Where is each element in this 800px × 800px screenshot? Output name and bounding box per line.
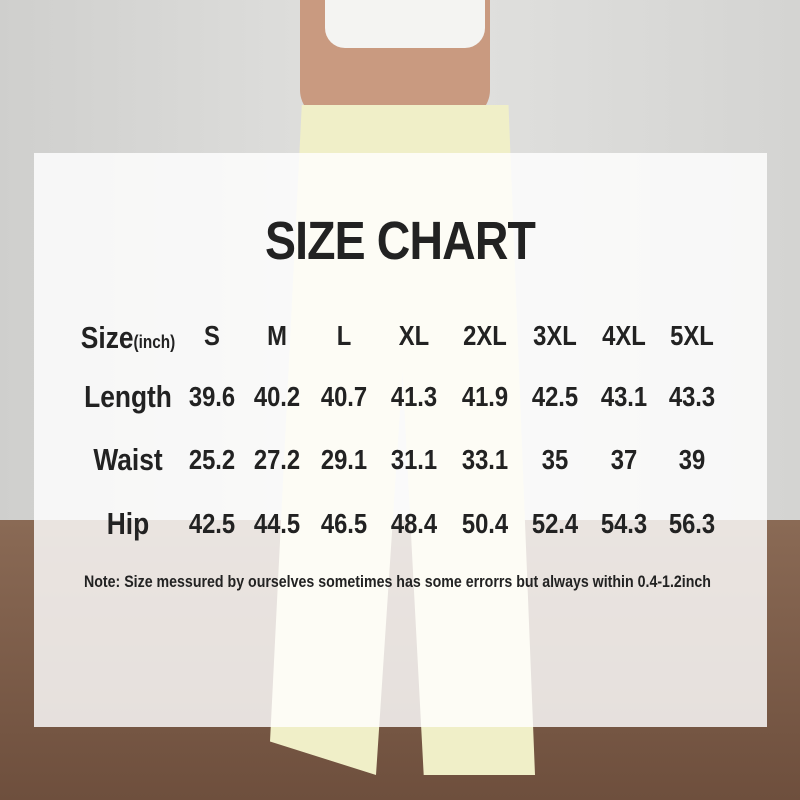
table-cell: 43.3 [668, 381, 716, 412]
table-cell: 40.2 [253, 381, 301, 412]
size-header-3xl: 3XL [533, 320, 577, 351]
table-cell: 33.1 [461, 444, 509, 475]
table-cell: 41.9 [461, 381, 509, 412]
size-chart-title: SIZE CHART [264, 211, 536, 271]
table-cell: 37 [610, 444, 638, 475]
row-label-length: Length [84, 379, 172, 414]
table-cell: 29.1 [320, 444, 368, 475]
row-label-waist: Waist [93, 442, 163, 477]
table-cell: 54.3 [600, 508, 648, 539]
size-header-m: M [267, 320, 287, 351]
table-cell: 40.7 [320, 381, 368, 412]
size-header-s: S [204, 320, 220, 351]
unit-label: (inch) [133, 332, 176, 352]
measurement-note: Note: Size messured by ourselves sometim… [84, 573, 711, 591]
table-cell: 50.4 [461, 508, 509, 539]
row-label-hip: Hip [106, 506, 150, 541]
table-cell: 35 [541, 444, 569, 475]
table-cell: 44.5 [253, 508, 301, 539]
size-header-2xl: 2XL [463, 320, 507, 351]
table-cell: 42.5 [188, 508, 236, 539]
size-chart-panel [34, 153, 767, 727]
table-cell: 25.2 [188, 444, 236, 475]
table-cell: 56.3 [668, 508, 716, 539]
table-cell: 41.3 [390, 381, 438, 412]
size-header-5xl: 5XL [670, 320, 714, 351]
table-cell: 43.1 [600, 381, 648, 412]
table-cell: 52.4 [531, 508, 579, 539]
size-header-label: Size(inch) [69, 320, 188, 356]
size-header-4xl: 4XL [602, 320, 646, 351]
crop-top [325, 0, 485, 48]
size-label: Size [80, 320, 134, 355]
table-cell: 46.5 [320, 508, 368, 539]
size-header-l: L [336, 320, 352, 351]
table-cell: 27.2 [253, 444, 301, 475]
table-cell: 39 [678, 444, 706, 475]
table-cell: 48.4 [390, 508, 438, 539]
table-cell: 42.5 [531, 381, 579, 412]
size-header-xl: XL [398, 320, 430, 351]
table-cell: 39.6 [188, 381, 236, 412]
table-cell: 31.1 [390, 444, 438, 475]
